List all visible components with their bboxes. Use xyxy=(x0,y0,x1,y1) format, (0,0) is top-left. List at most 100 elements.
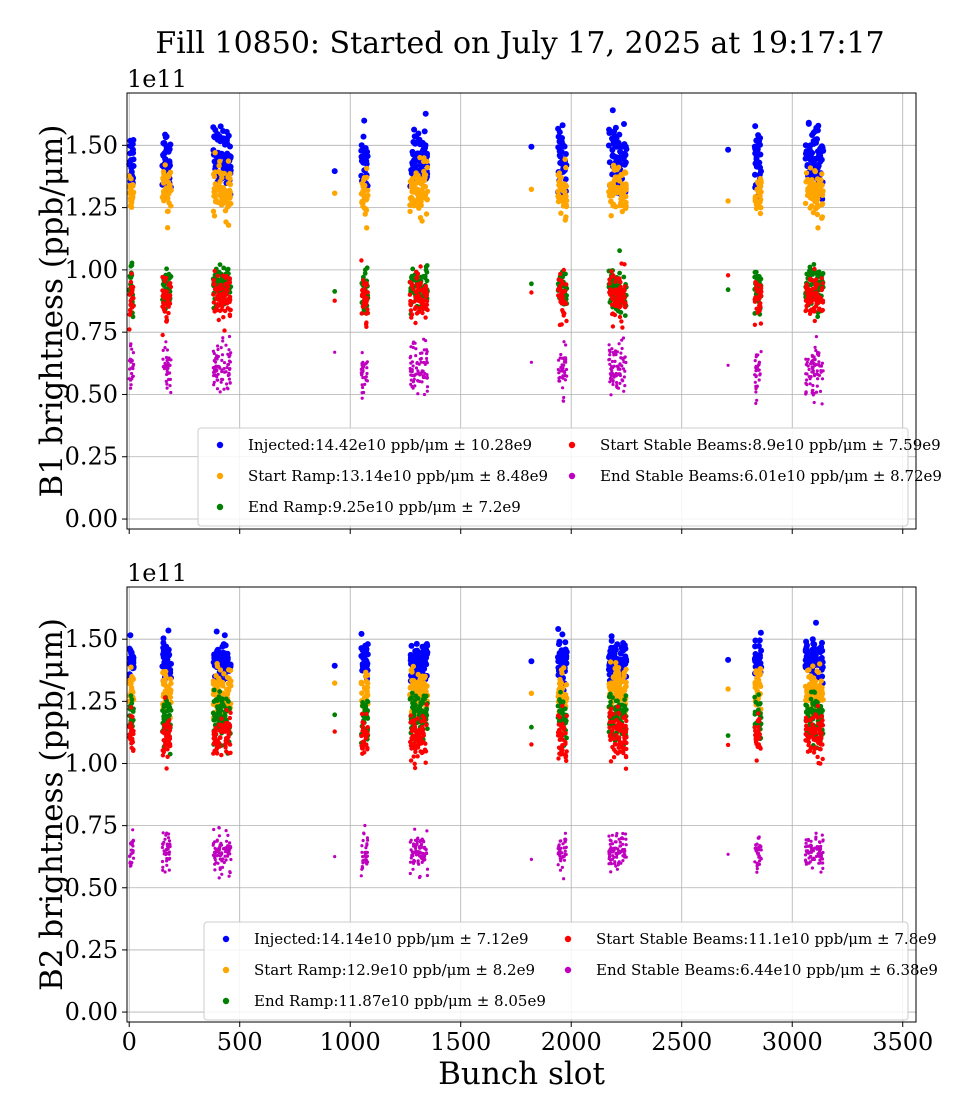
scatter-point-end_stable xyxy=(425,356,429,361)
scatter-point-start_stable xyxy=(413,728,418,734)
scatter-point-start_stable xyxy=(420,724,425,729)
scatter-point-injected xyxy=(725,656,732,663)
scatter-point-end_stable xyxy=(225,386,229,390)
scatter-point-start_stable xyxy=(610,744,615,750)
scatter-point-start_ramp xyxy=(423,211,430,217)
scatter-point-start_stable xyxy=(227,722,232,728)
scatter-point-start_ramp xyxy=(820,697,826,703)
scatter-point-start_stable xyxy=(211,300,216,305)
scatter-point-start_stable xyxy=(217,744,222,749)
scatter-point-start_stable xyxy=(424,302,430,307)
scatter-point-end_stable xyxy=(820,377,825,381)
legend-entry-end_stable: End Stable Beams:6.01e10 ppb/μm ± 8.72e9 xyxy=(600,467,942,485)
scatter-point-start_ramp xyxy=(409,669,415,675)
scatter-point-end_stable xyxy=(220,353,225,357)
scatter-point-start_ramp xyxy=(162,162,168,168)
scatter-point-end_stable xyxy=(820,402,824,406)
scatter-point-end_stable xyxy=(228,381,232,385)
scatter-point-start_ramp xyxy=(815,225,821,231)
scatter-point-end_stable xyxy=(813,363,817,367)
scatter-point-start_stable xyxy=(360,720,365,725)
scatter-point-end_stable xyxy=(225,854,230,858)
scatter-point-end_stable xyxy=(423,362,427,366)
scatter-point-end_stable xyxy=(754,401,758,405)
scatter-point-end_stable xyxy=(610,359,615,364)
scatter-point-start_ramp xyxy=(226,172,232,179)
scatter-point-start_stable xyxy=(160,332,165,338)
scatter-point-injected xyxy=(752,171,758,178)
scatter-point-end_stable xyxy=(614,840,618,844)
scatter-point-start_stable xyxy=(164,766,169,771)
scatter-point-start_stable xyxy=(756,711,761,716)
scatter-point-end_stable xyxy=(607,855,612,859)
scatter-point-end_ramp xyxy=(423,693,429,699)
scatter-point-end_stable xyxy=(418,351,423,355)
scatter-point-start_stable xyxy=(414,276,419,281)
scatter-point-end_stable xyxy=(166,361,170,365)
scatter-point-start_stable xyxy=(162,727,167,732)
scatter-point-start_ramp xyxy=(416,685,422,691)
scatter-point-end_stable xyxy=(558,356,562,360)
scatter-point-injected xyxy=(211,652,218,659)
scatter-point-start_stable xyxy=(616,720,621,725)
scatter-point-end_stable xyxy=(217,826,221,830)
scatter-point-end_stable xyxy=(809,375,813,379)
scatter-point-end_stable xyxy=(613,359,617,363)
scatter-point-start_ramp xyxy=(360,188,366,194)
scatter-point-start_stable xyxy=(725,273,731,278)
scatter-point-end_stable xyxy=(608,372,613,376)
scatter-point-end_stable xyxy=(810,391,814,395)
scatter-point-start_ramp xyxy=(360,184,366,190)
scatter-point-start_ramp xyxy=(805,176,811,183)
scatter-point-end_stable xyxy=(420,837,424,841)
legend-entry-injected: Injected:14.14e10 ppb/μm ± 7.12e9 xyxy=(254,930,529,948)
scatter-point-start_stable xyxy=(753,295,758,300)
scatter-point-end_stable xyxy=(610,365,614,369)
scatter-point-injected xyxy=(217,657,224,663)
scatter-point-end_stable xyxy=(557,376,561,380)
scatter-point-end_ramp xyxy=(811,262,817,267)
scatter-point-end_ramp xyxy=(807,268,812,274)
scatter-point-end_stable xyxy=(421,374,425,379)
scatter-point-injected xyxy=(559,135,565,141)
scatter-point-end_stable xyxy=(160,845,164,850)
scatter-point-start_stable xyxy=(165,754,170,759)
scatter-point-injected xyxy=(528,143,535,150)
scatter-point-end_ramp xyxy=(409,690,415,696)
scatter-point-end_stable xyxy=(414,354,418,358)
scatter-point-end_stable xyxy=(623,384,627,388)
scatter-point-end_ramp xyxy=(623,693,629,699)
scatter-point-start_stable xyxy=(211,292,216,297)
scatter-point-start_stable xyxy=(819,276,824,281)
scatter-point-end_stable xyxy=(620,338,624,342)
scatter-point-start_stable xyxy=(563,753,569,759)
scatter-point-start_stable xyxy=(559,747,564,752)
scatter-point-end_stable xyxy=(623,832,628,836)
scatter-point-end_stable xyxy=(365,379,369,383)
scatter-point-injected xyxy=(805,652,812,659)
scatter-point-end_stable xyxy=(618,367,622,371)
scatter-point-injected xyxy=(612,124,619,131)
scatter-point-end_stable xyxy=(408,356,412,360)
scatter-point-start_stable xyxy=(419,719,424,724)
scatter-point-start_stable xyxy=(365,307,370,312)
scatter-point-start_stable xyxy=(415,271,420,276)
scatter-point-start_ramp xyxy=(555,198,562,205)
scatter-point-end_ramp xyxy=(529,281,534,287)
scatter-point-end_stable xyxy=(333,855,337,859)
scatter-point-end_stable xyxy=(417,862,421,866)
scatter-point-start_stable xyxy=(622,284,628,289)
scatter-point-injected xyxy=(621,161,628,168)
scatter-point-injected xyxy=(163,643,170,650)
scatter-point-end_ramp xyxy=(217,709,223,715)
scatter-point-injected xyxy=(809,132,816,138)
scatter-point-start_ramp xyxy=(227,181,234,188)
scatter-point-start_stable xyxy=(166,730,171,735)
scatter-point-injected xyxy=(414,662,421,669)
scatter-point-start_ramp xyxy=(814,211,821,218)
scatter-point-end_stable xyxy=(815,369,819,373)
scatter-point-start_stable xyxy=(807,311,813,316)
scatter-point-end_stable xyxy=(218,366,222,370)
scatter-point-end_ramp xyxy=(409,273,415,279)
scatter-point-injected xyxy=(606,159,613,166)
